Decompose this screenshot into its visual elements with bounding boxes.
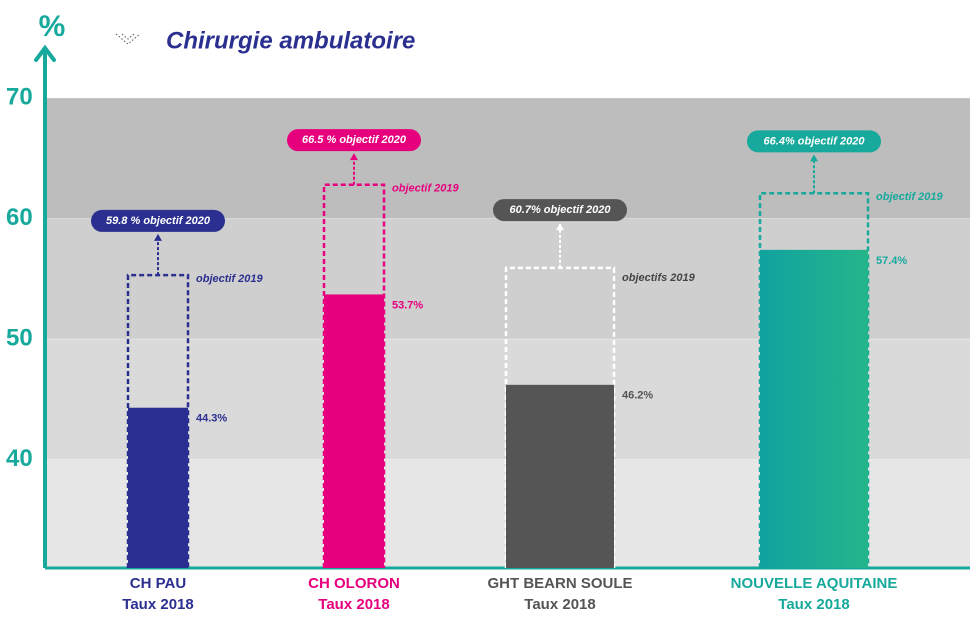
title-icon [115, 33, 141, 45]
value-label: 53.7% [392, 299, 423, 311]
objective-arrowhead [556, 223, 564, 231]
y-tick-label: 60 [6, 204, 33, 231]
y-axis-label: % [39, 10, 66, 43]
bar [506, 384, 614, 568]
chart-title: Chirurgie ambulatoire [166, 27, 415, 54]
x-tick-label: Taux 2018 [778, 596, 849, 613]
x-tick-label: Taux 2018 [318, 596, 389, 613]
objective-2019-label: objectif 2019 [196, 273, 264, 285]
bar [128, 407, 188, 568]
objective-2020-label: 59.8 % objectif 2020 [106, 215, 211, 227]
x-tick-label: CH OLORON [308, 575, 400, 592]
objective-2020-label: 66.4% objectif 2020 [764, 135, 866, 147]
x-tick-label: CH PAU [130, 575, 186, 592]
bar [324, 294, 384, 568]
value-label: 44.3% [196, 413, 227, 425]
objective-2019-label: objectifs 2019 [622, 272, 696, 284]
objective-2020-badge [91, 209, 225, 232]
y-tick-label: 40 [6, 445, 33, 472]
objective-arrowhead [154, 233, 162, 241]
objective-2020-label: 60.7% objectif 2020 [510, 204, 612, 216]
objective-2020-badge [493, 199, 627, 222]
y-tick-label: 50 [6, 324, 33, 351]
x-tick-label: GHT BEARN SOULE [487, 575, 632, 592]
objective-2019-label: objectif 2019 [392, 183, 460, 195]
objective-2020-badge [287, 129, 421, 152]
objective-2020-label: 66.5 % objectif 2020 [302, 134, 407, 146]
objective-2020-badge [747, 130, 881, 153]
bar [760, 249, 868, 568]
y-axis-arrow [34, 44, 56, 62]
x-tick-label: Taux 2018 [122, 596, 193, 613]
value-label: 57.4% [876, 255, 907, 267]
y-tick-label: 70 [6, 83, 33, 110]
objective-arrowhead [350, 153, 358, 161]
value-label: 46.2% [622, 390, 653, 402]
x-tick-label: Taux 2018 [524, 596, 595, 613]
x-tick-label: NOUVELLE AQUITAINE [731, 575, 898, 592]
objective-2019-label: objectif 2019 [876, 191, 944, 203]
objective-arrowhead [810, 154, 818, 162]
